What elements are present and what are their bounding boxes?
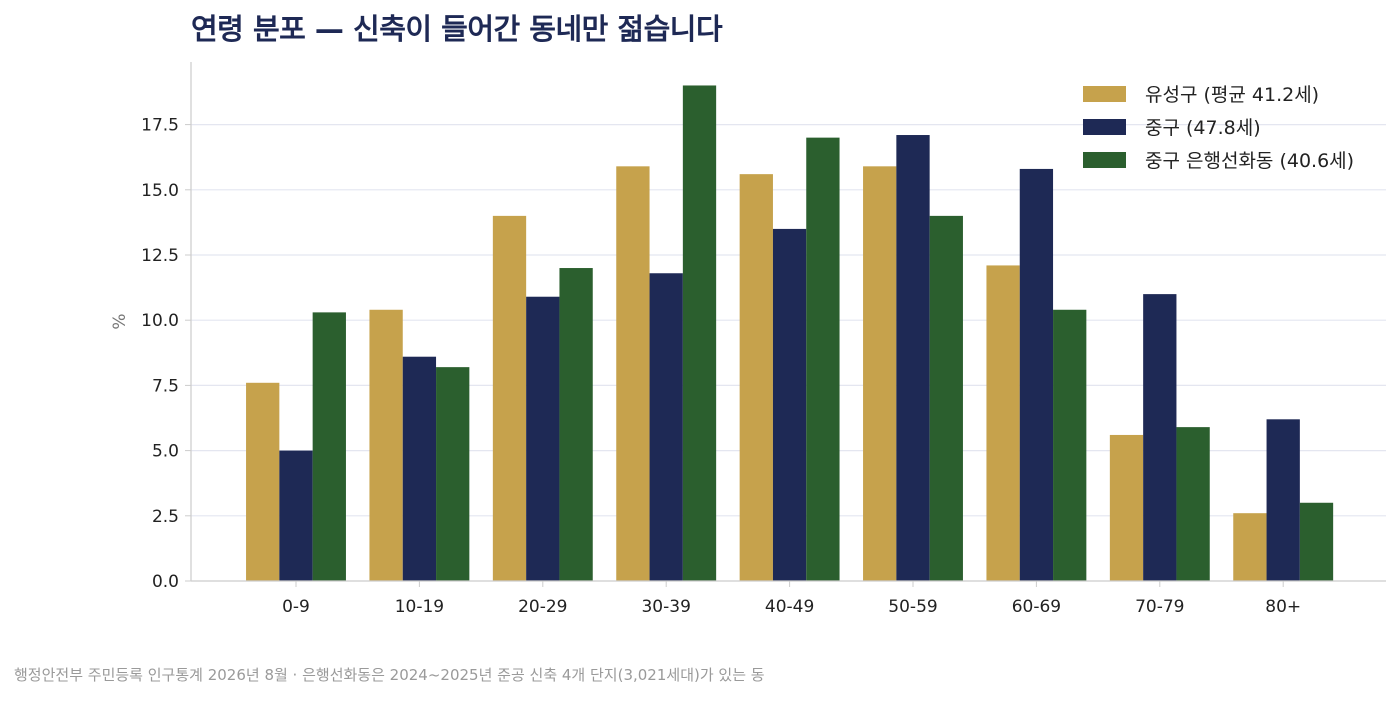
bar-30-39-series-0: [616, 166, 650, 582]
chart-title: 연령 분포 — 신축이 들어간 동네만 젊습니다: [191, 12, 723, 46]
y-tick-label: 17.5: [141, 116, 179, 136]
x-tick-label: 0-9: [282, 597, 310, 617]
legend-swatch: [1083, 152, 1126, 168]
x-tick-label: 30-39: [641, 597, 690, 617]
y-tick-label: 10.0: [141, 311, 179, 331]
legend: 유성구 (평균 41.2세) 중구 (47.8세) 중구 은행선화동 (40.6세): [1083, 84, 1354, 172]
source-note: 행정안전부 주민등록 인구통계 2026년 8월 · 은행선화동은 2024~2…: [14, 666, 765, 684]
legend-swatch: [1083, 86, 1126, 102]
bar-0-9-series-0: [246, 382, 280, 581]
x-tick-label: 20-29: [518, 597, 567, 617]
bar-80+-series-0: [1233, 513, 1267, 581]
bar-60-69-series-2: [1053, 309, 1087, 581]
legend-label: 중구 (47.8세): [1145, 117, 1261, 139]
bar-20-29-series-1: [526, 296, 560, 581]
bar-60-69-series-0: [986, 265, 1020, 581]
bar-60-69-series-1: [1019, 168, 1054, 582]
x-tick-label: 40-49: [765, 597, 814, 617]
bar-0-9-series-2: [312, 312, 346, 581]
y-axis-label: %: [110, 313, 130, 329]
bar-40-49-series-0: [739, 174, 773, 581]
y-tick-label: 15.0: [141, 181, 179, 201]
y-tick-label: 12.5: [141, 246, 179, 266]
bar-70-79-series-2: [1176, 427, 1210, 581]
bar-80+-series-1: [1266, 419, 1300, 581]
y-tick-label: 2.5: [152, 507, 179, 527]
y-tick-label: 7.5: [152, 376, 179, 396]
x-tick-label: 80+: [1265, 597, 1301, 617]
legend-label: 유성구 (평균 41.2세): [1145, 84, 1319, 106]
bar-0-9-series-1: [279, 450, 313, 581]
legend-label: 중구 은행선화동 (40.6세): [1145, 150, 1354, 172]
x-tick-label: 10-19: [395, 597, 444, 617]
bar-80+-series-2: [1299, 502, 1334, 581]
axes: 0.0 2.5 5.0 7.5 10.0 12.5 15.0 17.5% 0-9 10-19 20-…: [110, 62, 1386, 617]
bar-40-49-series-2: [806, 137, 840, 581]
bar-70-79-series-0: [1109, 434, 1144, 581]
bar-10-19-series-0: [369, 309, 403, 581]
bar-20-29-series-0: [492, 215, 527, 581]
x-tick-label: 60-69: [1012, 597, 1061, 617]
legend-swatch: [1083, 119, 1126, 135]
y-tick-label: 5.0: [152, 442, 179, 462]
bar-30-39-series-1: [649, 273, 683, 581]
bar-40-49-series-1: [772, 228, 807, 582]
bar-50-59-series-2: [929, 215, 963, 581]
x-tick-label: 50-59: [888, 597, 937, 617]
x-tick-label: 70-79: [1135, 597, 1184, 617]
bar-20-29-series-2: [559, 268, 593, 581]
bars: [246, 85, 1334, 582]
bar-10-19-series-1: [402, 356, 437, 581]
bar-30-39-series-2: [682, 85, 717, 582]
bar-50-59-series-1: [896, 135, 930, 581]
y-tick-label: 0.0: [152, 572, 179, 592]
bar-10-19-series-2: [436, 367, 470, 581]
bar-70-79-series-1: [1143, 294, 1177, 581]
bar-50-59-series-0: [863, 166, 897, 582]
